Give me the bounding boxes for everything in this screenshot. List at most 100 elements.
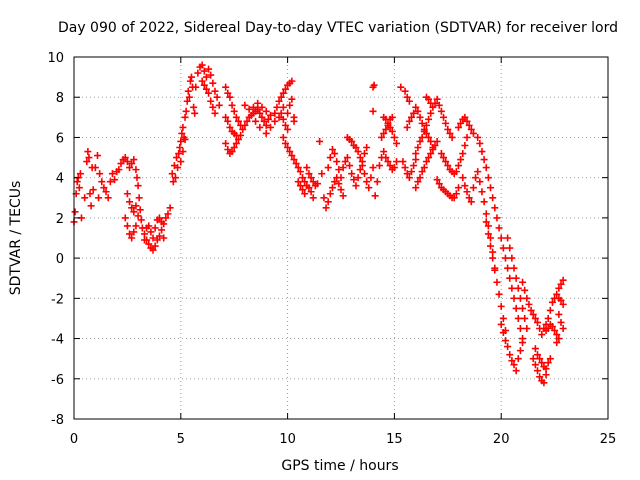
data-point <box>508 357 516 365</box>
data-point <box>234 117 242 125</box>
data-point <box>228 101 236 109</box>
data-point <box>237 131 245 139</box>
data-point <box>343 154 351 162</box>
data-point <box>128 234 136 242</box>
data-point <box>425 95 433 103</box>
data-point <box>508 284 516 292</box>
data-point <box>279 133 287 141</box>
y-tick-label: 8 <box>56 91 64 106</box>
data-point <box>444 162 452 170</box>
x-axis-title: GPS time / hours <box>281 458 398 474</box>
data-point <box>416 137 424 145</box>
data-point <box>542 365 550 373</box>
data-point <box>510 361 518 369</box>
data-point <box>279 103 287 111</box>
data-point <box>281 121 289 129</box>
data-point <box>369 164 377 172</box>
data-point <box>104 194 112 202</box>
data-point <box>95 194 103 202</box>
data-point <box>433 176 441 184</box>
data-point <box>512 304 520 312</box>
data-point <box>536 355 544 363</box>
data-point <box>333 158 341 166</box>
data-point <box>478 148 486 156</box>
data-point <box>508 254 516 262</box>
data-point <box>209 103 217 111</box>
data-point <box>273 103 281 111</box>
data-point <box>341 158 349 166</box>
data-point <box>401 164 409 172</box>
data-point <box>410 162 418 170</box>
data-point <box>373 178 381 186</box>
data-point <box>482 210 490 218</box>
data-point <box>467 125 475 133</box>
data-point <box>328 184 336 192</box>
data-point <box>369 107 377 115</box>
data-point <box>555 335 563 343</box>
data-point <box>480 198 488 206</box>
data-point <box>425 133 433 141</box>
data-point <box>87 202 95 210</box>
data-point <box>160 234 168 242</box>
data-point <box>416 113 424 121</box>
data-point <box>501 337 509 345</box>
data-point <box>375 162 383 170</box>
data-point <box>414 178 422 186</box>
data-point <box>168 170 176 178</box>
data-point <box>454 162 462 170</box>
data-point <box>435 101 443 109</box>
data-point <box>403 93 411 101</box>
data-point <box>222 113 230 121</box>
data-point <box>211 109 219 117</box>
y-tick-label: 2 <box>56 212 64 227</box>
data-point <box>182 107 190 115</box>
data-point <box>267 111 275 119</box>
data-point <box>405 117 413 125</box>
data-point <box>226 93 234 101</box>
data-point <box>407 113 415 121</box>
data-point <box>529 355 537 363</box>
data-point <box>301 178 309 186</box>
data-point <box>457 156 465 164</box>
data-point <box>258 103 266 111</box>
data-point <box>324 164 332 172</box>
data-point <box>281 139 289 147</box>
data-point <box>435 180 443 188</box>
data-point <box>469 184 477 192</box>
data-point <box>437 150 445 158</box>
data-point <box>516 294 524 302</box>
data-point <box>467 198 475 206</box>
data-point <box>286 148 294 156</box>
data-point <box>378 133 386 141</box>
data-point <box>149 234 157 242</box>
data-point <box>499 314 507 322</box>
data-point <box>200 81 208 89</box>
data-point <box>512 367 520 375</box>
data-point <box>123 222 131 230</box>
data-point <box>202 73 210 81</box>
data-point <box>335 180 343 188</box>
data-point <box>89 186 97 194</box>
data-point <box>403 170 411 178</box>
data-point <box>224 89 232 97</box>
data-point <box>367 174 375 182</box>
data-point <box>331 178 339 186</box>
data-point <box>493 214 501 222</box>
data-point <box>326 190 334 198</box>
data-point <box>514 314 522 322</box>
data-point <box>187 73 195 81</box>
data-point <box>126 164 134 172</box>
data-point <box>405 174 413 182</box>
y-tick-label: 6 <box>56 131 64 146</box>
data-point <box>352 144 360 151</box>
data-point <box>416 174 424 182</box>
data-point <box>480 156 488 164</box>
data-point <box>557 296 565 304</box>
data-point <box>487 234 495 242</box>
data-point <box>316 137 324 145</box>
y-tick-label: 0 <box>56 252 64 267</box>
data-point <box>299 186 307 194</box>
data-point <box>437 107 445 115</box>
data-point <box>222 83 230 91</box>
data-point <box>288 95 296 103</box>
